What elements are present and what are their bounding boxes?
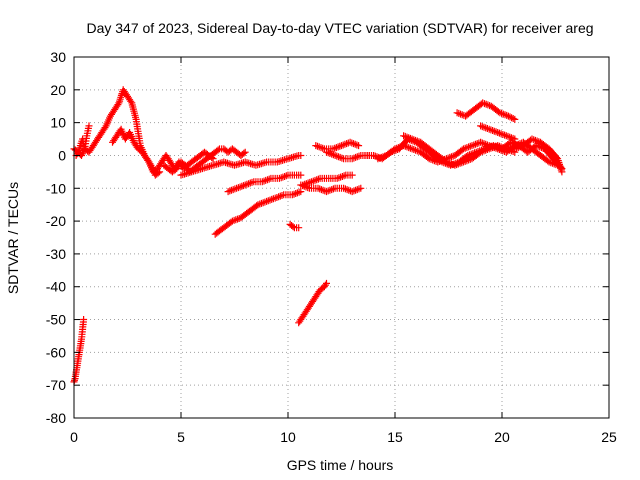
marker-path bbox=[511, 135, 566, 176]
series-s9 bbox=[295, 279, 330, 327]
data-points bbox=[70, 86, 566, 386]
series-s8 bbox=[286, 220, 303, 232]
marker-path bbox=[211, 188, 305, 238]
y-tick-label: -60 bbox=[46, 344, 66, 360]
marker-path bbox=[224, 171, 305, 196]
x-tick-label: 15 bbox=[387, 429, 403, 445]
series-s7 bbox=[224, 171, 305, 196]
marker-path bbox=[299, 171, 356, 189]
marker-path bbox=[295, 279, 330, 327]
series-s17 bbox=[453, 99, 519, 123]
y-tick-label: -30 bbox=[46, 246, 66, 262]
marker-path bbox=[286, 220, 303, 232]
x-tick-label: 0 bbox=[70, 429, 78, 445]
x-tick-label: 5 bbox=[177, 429, 185, 445]
series-s16 bbox=[400, 132, 519, 169]
series-s1 bbox=[70, 86, 217, 176]
marker-path bbox=[453, 99, 519, 123]
x-axis-label: GPS time / hours bbox=[287, 457, 394, 473]
x-tick-label: 20 bbox=[494, 429, 510, 445]
x-tick-label: 10 bbox=[280, 429, 296, 445]
y-tick-label: 10 bbox=[50, 115, 66, 131]
y-tick-label: -40 bbox=[46, 279, 66, 295]
marker-path bbox=[70, 86, 217, 176]
y-axis-label: SDTVAR / TECUs bbox=[5, 182, 21, 294]
grid-lines bbox=[74, 57, 609, 418]
marker-path bbox=[109, 125, 164, 179]
series-s3 bbox=[109, 125, 164, 179]
y-tick-label: -80 bbox=[46, 410, 66, 426]
y-tick-label: -20 bbox=[46, 213, 66, 229]
x-tick-label: 25 bbox=[601, 429, 617, 445]
y-tick-label: -50 bbox=[46, 312, 66, 328]
series-s19 bbox=[511, 135, 566, 176]
marker-path bbox=[312, 138, 363, 153]
plot-frame bbox=[73, 56, 610, 419]
axes-ticks: 0 5 10 15 20 25 30 20 10 0 -10 -20 -30 -40 -50 -60 -70 -8… bbox=[46, 49, 617, 445]
series-s12 bbox=[312, 138, 363, 153]
series-s5 bbox=[177, 152, 305, 179]
chart-title: Day 347 of 2023, Sidereal Day-to-day VTE… bbox=[86, 20, 593, 36]
marker-path bbox=[400, 132, 519, 169]
marker-path bbox=[477, 122, 519, 143]
y-tick-label: 20 bbox=[50, 82, 66, 98]
y-tick-label: 0 bbox=[58, 147, 66, 163]
series-s18 bbox=[477, 122, 519, 143]
series-s20 bbox=[70, 316, 88, 386]
marker-path bbox=[177, 152, 305, 179]
series-s6 bbox=[211, 188, 305, 238]
marker-path bbox=[70, 316, 88, 386]
y-tick-label: -10 bbox=[46, 180, 66, 196]
y-tick-label: -70 bbox=[46, 377, 66, 393]
y-tick-label: 30 bbox=[50, 49, 66, 65]
series-s11 bbox=[299, 171, 356, 189]
